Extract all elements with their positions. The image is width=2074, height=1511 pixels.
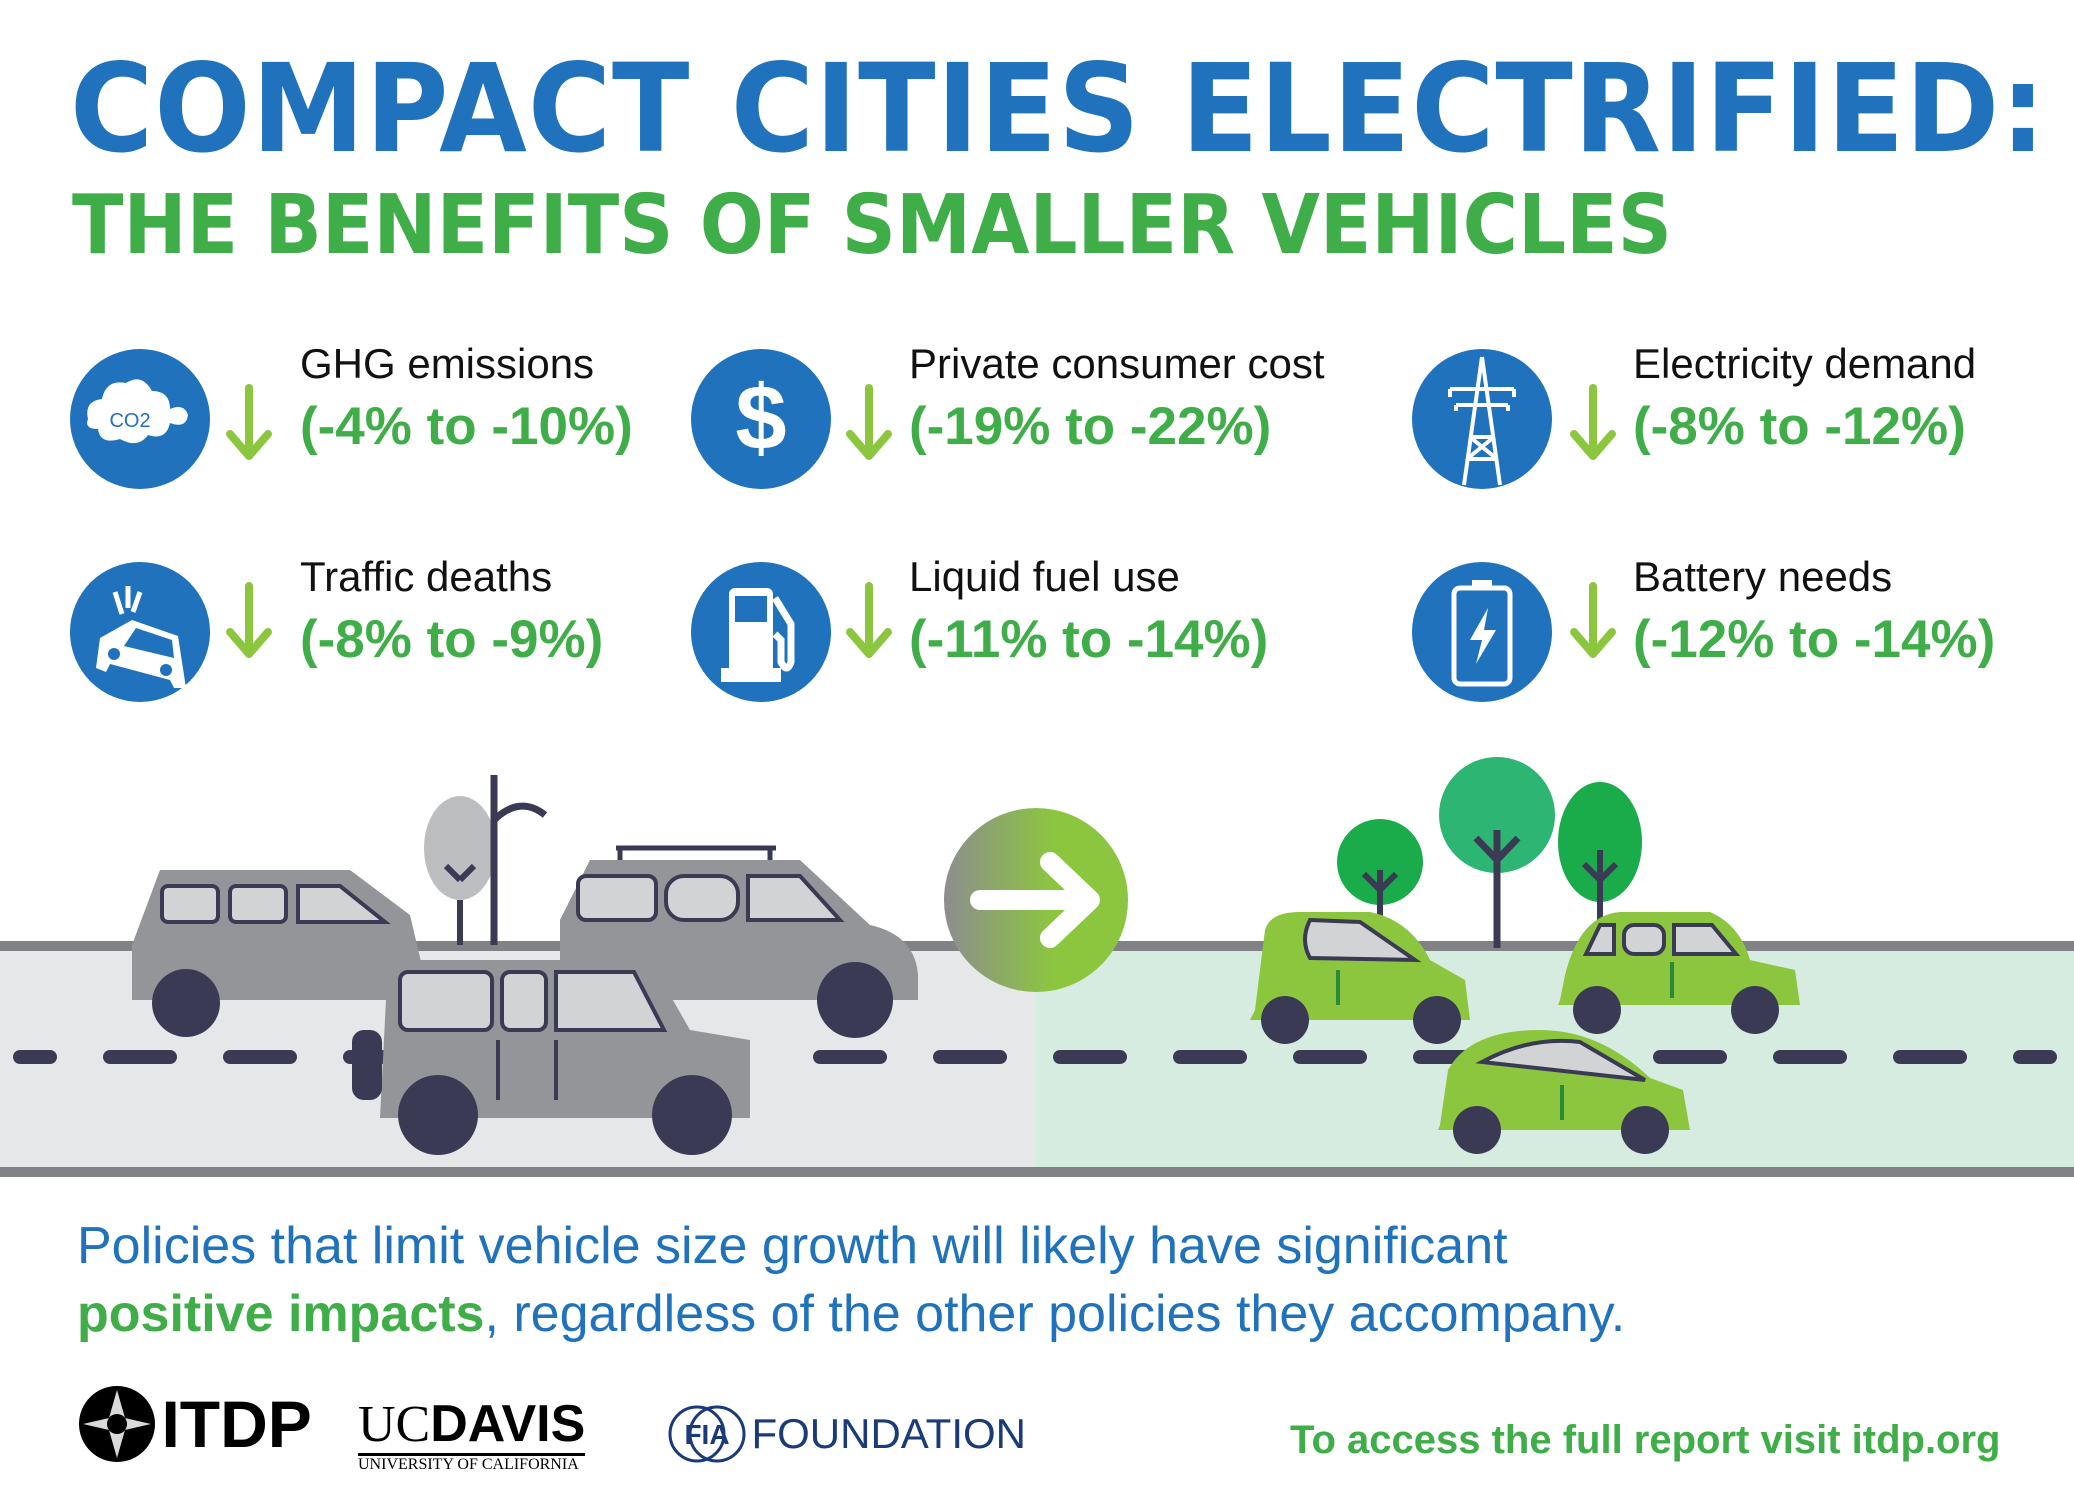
green-car-1 [1250,912,1470,1044]
benefit-value: (-11% to -14%) [909,610,1269,669]
benefit-value: (-19% to -22%) [909,397,1272,456]
page-subtitle: THE BENEFITS OF SMALLER VEHICLES [72,178,1672,273]
down-arrow-icon [226,384,272,460]
svg-text:$: $ [735,367,786,469]
benefit-value: (-4% to -10%) [300,397,633,456]
policy-statement-rest: , regardless of the other policies they … [484,1285,1626,1343]
down-arrow-icon [226,582,272,658]
benefit-value: (-8% to -9%) [300,610,604,669]
power-tower-icon [1412,349,1552,489]
policy-statement-line1: Policies that limit vehicle size growth … [77,1217,1508,1275]
grey-van-left [132,870,430,1037]
highlight-positive-impacts: positive impacts [77,1285,485,1343]
ucdavis-logo: UCDAVIS UNIVERSITY OF CALIFORNIA [358,1395,586,1474]
itdp-logo: ITDP [77,1384,312,1464]
fia-foundation-logo: FIA FOUNDATION [667,1404,1026,1464]
itdp-star-icon [79,1386,155,1462]
green-car-2 [1558,912,1800,1034]
down-arrow-icon [846,384,892,460]
down-arrow-icon [846,582,892,658]
page-title: COMPACT CITIES ELECTRIFIED: [70,38,2047,180]
benefit-label: Electricity demand [1633,340,1977,387]
benefit-label: Liquid fuel use [909,553,1180,600]
car-crash-icon [70,562,210,702]
ucdavis-davis-text: DAVIS [430,1395,586,1453]
benefit-label: GHG emissions [300,340,595,387]
svg-text:FIA: FIA [684,1419,729,1450]
ucdavis-uc-text: UC [358,1396,431,1453]
fia-foundation-text: FOUNDATION [751,1410,1026,1457]
fia-globe-icon: FIA [668,1405,746,1463]
ucdavis-sub-text: UNIVERSITY OF CALIFORNIA [358,1456,579,1473]
green-tree [1337,819,1423,930]
transition-arrow-icon [944,808,1128,992]
benefit-value: (-8% to -12%) [1633,397,1966,456]
grey-tree [424,796,496,945]
down-arrow-icon [1570,384,1616,460]
fuel-pump-icon [691,562,831,702]
benefit-label: Battery needs [1633,553,1893,600]
svg-text:CO2: CO2 [109,410,150,432]
dollar-icon: $ [691,349,831,489]
itdp-logo-text: ITDP [161,1387,312,1461]
green-tree [1558,782,1642,920]
grey-suv-front [352,960,750,1155]
benefit-label: Private consumer cost [909,340,1325,387]
full-report-link[interactable]: To access the full report visit itdp.org [1290,1418,2001,1462]
road-bottom-edge [0,1167,2074,1177]
benefit-value: (-12% to -14%) [1633,610,1996,669]
battery-icon [1412,562,1552,702]
green-tree [1439,757,1555,948]
policy-statement-line2: positive impacts, regardless of the othe… [77,1284,1625,1344]
street-lamp [490,775,548,945]
benefit-label: Traffic deaths [300,553,553,600]
down-arrow-icon [1570,582,1616,658]
green-car-3 [1438,1030,1690,1154]
co2-cloud-icon: CO2 [70,349,210,489]
